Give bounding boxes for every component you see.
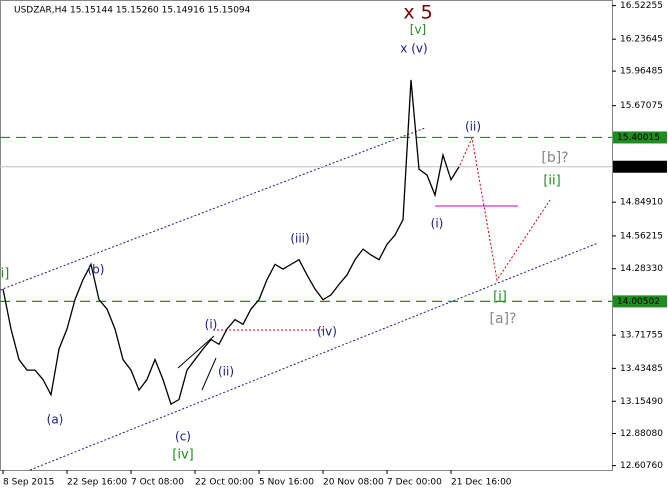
y-tick-label: 14.28330 (620, 264, 663, 274)
x-tick-label: 20 Nov 08:00 (323, 478, 384, 488)
channel-lower (29, 242, 599, 471)
level-label: 15.40015 (617, 133, 660, 143)
x-tick-label: 21 Dec 16:00 (451, 478, 512, 488)
wave-label: [iv] (172, 448, 193, 463)
wave-label: (a) (47, 413, 64, 427)
wave-label: [a]? (490, 311, 517, 327)
wave-label: (c) (175, 430, 191, 444)
wave-label: (iii) (290, 232, 309, 246)
y-tick-label: 13.71755 (620, 331, 663, 341)
last-price-label: 15.15094 (617, 162, 660, 172)
wave-label: [b]? (541, 150, 568, 166)
wave-label: [ii] (543, 174, 560, 189)
wave-label: [v] (410, 23, 426, 37)
x-tick-label: 5 Nov 16:00 (259, 478, 314, 488)
wave-label: (i) (205, 318, 218, 332)
x-tick-label: 8 Sep 2015 (3, 478, 54, 488)
y-tick-label: 16.23645 (620, 35, 663, 45)
wave-label: [i] (493, 290, 507, 305)
wave-label: i] (1, 267, 10, 282)
x-tick-label: 7 Oct 08:00 (131, 478, 184, 488)
x-tick-label: 22 Oct 00:00 (195, 478, 254, 488)
y-tick-label: 15.67075 (620, 101, 663, 111)
y-tick-label: 15.96485 (620, 67, 663, 77)
x-tick-label: 22 Sep 16:00 (67, 478, 127, 488)
y-tick-label: 13.15490 (620, 397, 663, 407)
wave-label: (i) (431, 217, 444, 231)
wave-label: (ii) (218, 365, 234, 379)
wedge-line (201, 357, 217, 391)
y-tick-label: 14.56215 (620, 231, 663, 241)
y-tick-label: 16.52255 (620, 1, 663, 11)
chart-title: USDZAR,H4 15.15144 15.15260 15.14916 15.… (14, 6, 251, 16)
forecast-path (459, 136, 551, 282)
wave-label: (ii) (465, 120, 481, 134)
level-label-box (613, 295, 667, 308)
level-label: 14.00502 (617, 297, 660, 307)
y-tick-label: 12.88080 (620, 429, 663, 439)
price-line (2, 79, 460, 406)
level-label-box (613, 131, 667, 144)
wave-label: (iv) (317, 325, 337, 339)
y-tick-label: 12.60760 (620, 461, 663, 471)
wedge-line (177, 335, 215, 369)
wave-label: (b) (88, 263, 105, 277)
x-tick-label: 7 Dec 00:00 (387, 478, 442, 488)
wave-label: x (v) (400, 42, 427, 56)
y-tick-label: 13.43485 (620, 364, 663, 374)
wave-label: x 5 (403, 2, 432, 24)
y-tick-label: 14.84910 (620, 198, 663, 208)
plot-frame (0, 0, 613, 471)
last-price-box (613, 160, 667, 173)
